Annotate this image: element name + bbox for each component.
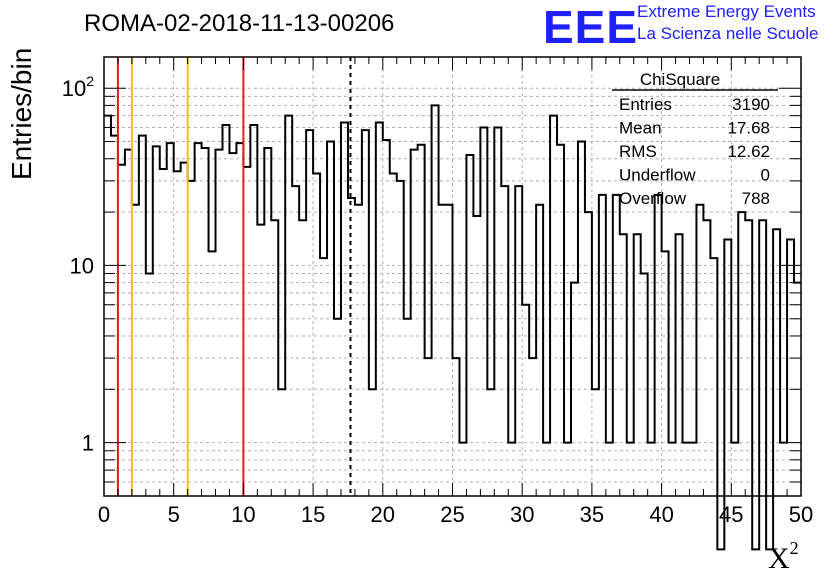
stats-value: 3190 [732, 95, 770, 114]
stats-box: ChiSquare Entries 3190 Mean 17.68 RMS 12.62 Und… [612, 70, 778, 208]
x-tick-label: 30 [510, 502, 534, 527]
x-tick-label: 35 [580, 502, 604, 527]
stats-label: Mean [619, 119, 662, 138]
stats-label: Overflow [619, 189, 687, 208]
logo-subtitle-line1: Extreme Energy Events [637, 2, 816, 21]
chart-title: ROMA-02-2018-11-13-00206 [84, 10, 395, 37]
logo-subtitle-line2: La Scienza nelle Scuole [637, 24, 819, 43]
x-tick-label: 15 [301, 502, 325, 527]
marker-lines [116, 57, 352, 496]
x-tick-label: 0 [98, 502, 110, 527]
histogram-bins [104, 104, 801, 551]
axis-ticks: 0 5 10 15 20 25 30 35 40 45 50 1 10 102 [62, 57, 813, 527]
y-tick-label: 1 [82, 431, 94, 456]
x-tick-label: 5 [168, 502, 180, 527]
stats-label: Entries [619, 95, 672, 114]
x-tick-label: 40 [649, 502, 673, 527]
y-tick-label: 10 [70, 253, 94, 278]
stats-value: 0 [761, 166, 770, 185]
x-tick-label: 10 [231, 502, 255, 527]
x-tick-label: 45 [719, 502, 743, 527]
y-tick-label: 102 [62, 73, 94, 101]
x-axis-label: X2 [768, 538, 799, 575]
stats-title: ChiSquare [640, 70, 720, 89]
x-tick-label: 25 [440, 502, 464, 527]
stats-value: 17.68 [727, 119, 770, 138]
y-axis-label: Entries/bin [6, 47, 37, 180]
eee-logo: EEE [543, 1, 639, 53]
stats-label: RMS [619, 142, 657, 161]
x-tick-label: 20 [371, 502, 395, 527]
stats-value: 788 [742, 189, 770, 208]
stats-label: Underflow [619, 166, 696, 185]
stats-value: 12.62 [727, 142, 770, 161]
histogram-outline [104, 104, 801, 551]
x-tick-label: 50 [789, 502, 813, 527]
